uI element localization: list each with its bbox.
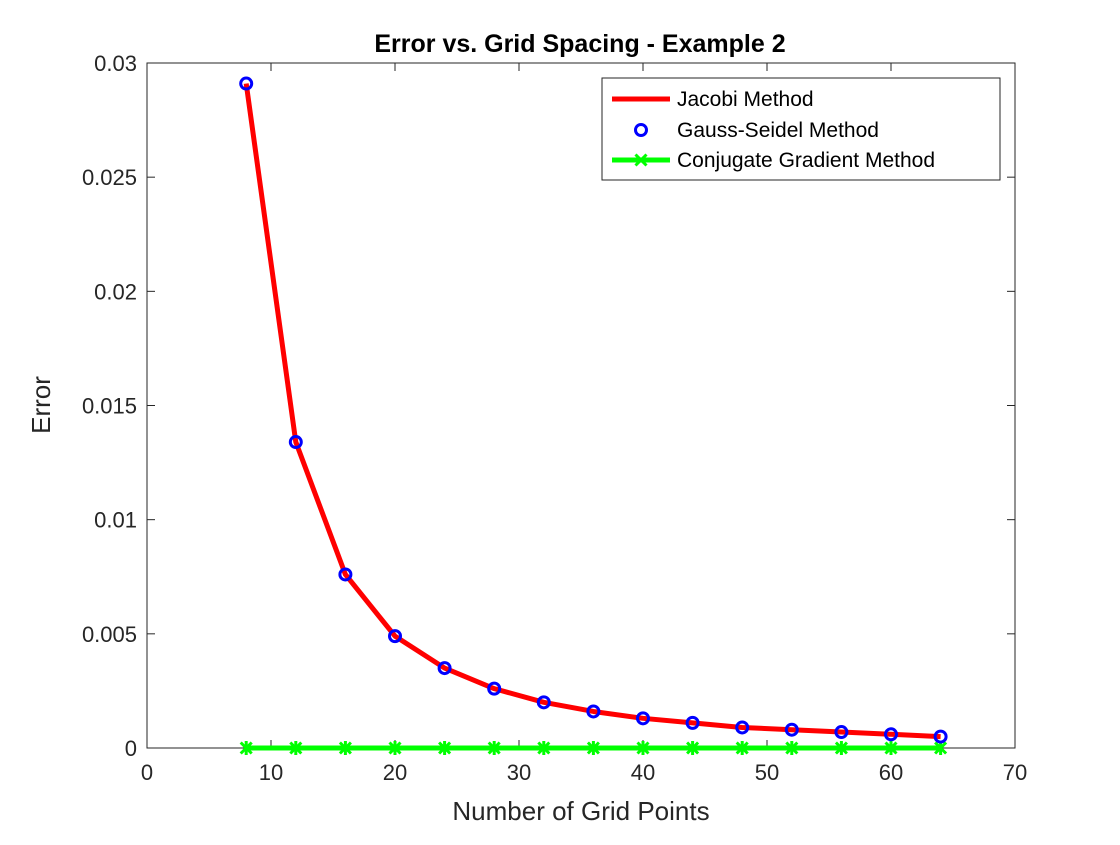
legend-marker-swatch <box>634 123 648 137</box>
gauss-seidel-point <box>884 727 898 742</box>
legend-item: Gauss-Seidel Method <box>634 119 879 142</box>
cg-point <box>834 741 848 755</box>
legend-label: Conjugate Gradient Method <box>677 149 935 172</box>
legend-marker-swatch <box>634 153 648 167</box>
gauss-seidel-point <box>239 76 254 91</box>
y-axis-label: Error <box>26 376 56 434</box>
gauss-seidel-point <box>784 722 799 737</box>
cg-point <box>239 741 253 755</box>
x-tick-label: 70 <box>1003 760 1027 785</box>
gauss-seidel-point <box>338 567 353 582</box>
cg-point <box>438 741 452 755</box>
x-tick-label: 40 <box>631 760 655 785</box>
gauss-seidel-point <box>487 681 502 696</box>
gauss-seidel-point <box>586 704 601 719</box>
cg-point <box>636 741 650 755</box>
cg-point <box>586 741 600 755</box>
cg-point <box>338 741 352 755</box>
gauss-seidel-point <box>636 711 650 726</box>
x-axis-label: Number of Grid Points <box>452 796 709 826</box>
cg-point <box>686 741 700 755</box>
legend-label: Gauss-Seidel Method <box>677 119 879 142</box>
x-tick-label: 30 <box>507 760 531 785</box>
gauss-seidel-point <box>685 715 700 730</box>
x-tick-label: 0 <box>141 760 153 785</box>
series-layer <box>239 76 948 755</box>
y-tick-label: 0.01 <box>94 508 137 533</box>
legend-item: Jacobi Method <box>612 88 814 111</box>
legend: Jacobi Method Gauss-Seidel Method Conjugat… <box>601 77 1001 181</box>
axis-ticks: 0 10 20 30 40 50 60 70 0 0.005 0.01 0.015 0.02 0.025 0… <box>82 51 1027 785</box>
gauss-seidel-point <box>735 720 750 735</box>
series-line-jacobi <box>243 83 941 740</box>
x-tick-label: 50 <box>755 760 779 785</box>
gauss-seidel-point <box>388 629 402 644</box>
y-tick-label: 0.03 <box>94 51 137 76</box>
y-tick-label: 0.005 <box>82 622 137 647</box>
gauss-seidel-point <box>933 729 948 744</box>
legend-box <box>601 77 1001 181</box>
legend-label: Jacobi Method <box>677 88 814 111</box>
x-tick-label: 60 <box>879 760 903 785</box>
cg-point <box>388 741 402 755</box>
y-tick-label: 0.015 <box>82 394 137 419</box>
x-tick-label: 10 <box>259 760 283 785</box>
y-tick-label: 0 <box>125 736 137 761</box>
legend-item: Conjugate Gradient Method <box>612 149 935 172</box>
chart-title: Error vs. Grid Spacing - Example 2 <box>374 30 785 58</box>
cg-point <box>785 741 799 755</box>
cg-point <box>735 741 749 755</box>
gauss-seidel-point <box>437 661 452 676</box>
gauss-seidel-point <box>834 725 849 740</box>
gauss-seidel-point <box>536 695 551 710</box>
y-tick-label: 0.02 <box>94 279 137 304</box>
cg-point <box>884 741 898 755</box>
gauss-seidel-point <box>288 435 303 450</box>
cg-point <box>537 741 551 755</box>
cg-point <box>289 741 303 755</box>
x-tick-label: 20 <box>383 760 407 785</box>
cg-point <box>487 741 501 755</box>
y-tick-label: 0.025 <box>82 165 137 190</box>
